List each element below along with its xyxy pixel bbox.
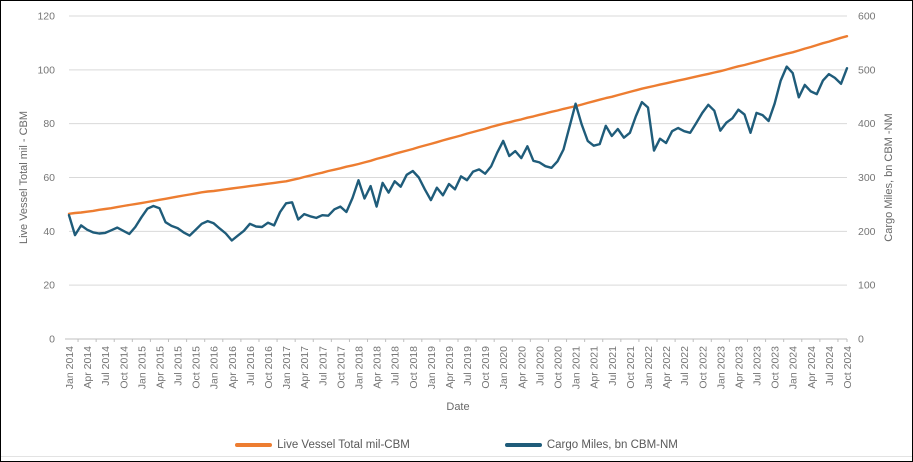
x-axis-tick-label: Jan 2016 [209, 346, 221, 389]
x-axis-tick-label: Jul 2014 [100, 346, 112, 386]
series-live-vessel-total-line [67, 35, 849, 216]
left-axis-tick-label: 100 [37, 64, 55, 76]
left-axis-tick-label: 60 [43, 172, 55, 184]
left-axis-title: Live Vessel Total mil - CBM [18, 111, 30, 244]
right-axis-title: Cargo Miles, bn CBM -NM [883, 113, 895, 241]
x-axis-tick-label: Apr 2021 [589, 346, 601, 389]
x-axis-tick-label: Apr 2018 [372, 346, 384, 389]
left-axis-tick-label: 20 [43, 280, 55, 292]
x-axis-tick-label: Jul 2020 [534, 346, 546, 386]
x-axis-tick-label: Apr 2020 [516, 346, 528, 389]
x-axis-tick-label: Apr 2023 [733, 346, 745, 389]
x-axis-tick-label: Apr 2016 [227, 346, 239, 389]
x-axis-tick-label: Jul 2021 [607, 346, 619, 386]
x-axis-tick-label: Apr 2015 [154, 346, 166, 389]
x-axis-tick-label: Apr 2022 [661, 346, 673, 389]
right-axis-tick-label: 200 [858, 226, 876, 238]
x-axis-tick-label: Jan 2019 [426, 346, 438, 389]
x-axis-tick-label: Oct 2022 [697, 346, 709, 389]
legend: Live Vessel Total mil-CBM Cargo Miles, b… [1, 437, 912, 453]
legend-line-swatch-orange [235, 443, 273, 447]
legend-item-cargo-miles: Cargo Miles, bn CBM-NM [504, 439, 678, 451]
x-axis-tick-label: Oct 2019 [480, 346, 492, 389]
x-axis-tick-label: Jul 2023 [752, 346, 764, 386]
right-axis-tick-label: 400 [858, 118, 876, 130]
x-axis-tick-label: Apr 2017 [299, 346, 311, 389]
right-axis-tick-label: 100 [858, 280, 876, 292]
x-axis-tick-label: Oct 2018 [408, 346, 420, 389]
x-axis-tick-label: Jul 2019 [462, 346, 474, 386]
x-axis-tick-label: Jan 2014 [64, 346, 76, 389]
left-axis-tick-label: 0 [49, 334, 55, 346]
legend-label-cargo-miles: Cargo Miles, bn CBM-NM [546, 439, 678, 451]
right-axis-tick-label: 600 [858, 11, 876, 23]
right-axis-tick-label: 0 [858, 334, 864, 346]
x-axis-tick-label: Jan 2015 [136, 346, 148, 389]
x-axis-tick-label: Apr 2024 [806, 346, 818, 389]
x-axis-title: Date [446, 401, 469, 413]
x-axis-tick-label: Jan 2023 [715, 346, 727, 389]
legend-line-swatch-blue [504, 443, 542, 447]
left-axis-tick-label: 80 [43, 118, 55, 130]
right-axis-tick-label: 500 [858, 64, 876, 76]
x-axis-tick-label: Jul 2018 [390, 346, 402, 386]
legend-item-live-vessel-total: Live Vessel Total mil-CBM [235, 439, 410, 451]
series-cargo-miles-line [67, 65, 849, 242]
x-axis-tick-label: Apr 2014 [82, 346, 94, 389]
x-axis-tick-label: Jan 2024 [788, 346, 800, 389]
x-axis-tick-label: Oct 2016 [263, 346, 275, 389]
x-axis-tick-label: Jul 2016 [245, 346, 257, 386]
x-axis-tick-label: Jan 2018 [353, 346, 365, 389]
x-axis-tick-label: Oct 2023 [770, 346, 782, 389]
x-axis-tick-label: Jul 2017 [317, 346, 329, 386]
left-axis-tick-label: 40 [43, 226, 55, 238]
x-axis-tick-label: Oct 2021 [625, 346, 637, 389]
x-axis-tick-label: Oct 2024 [842, 346, 854, 389]
x-axis-tick-label: Oct 2017 [335, 346, 347, 389]
x-axis-tick-label: Oct 2020 [553, 346, 565, 389]
left-axis-tick-label: 120 [37, 11, 55, 23]
legend-label-live-vessel-total: Live Vessel Total mil-CBM [277, 439, 410, 451]
right-axis-tick-label: 300 [858, 172, 876, 184]
x-axis-tick-label: Jan 2017 [281, 346, 293, 389]
chart-frame-bottom-edge [1, 456, 912, 457]
x-axis-tick-label: Jan 2020 [498, 346, 510, 389]
x-axis-tick-label: Jul 2022 [679, 346, 691, 386]
x-axis-tick-label: Jul 2024 [824, 346, 836, 386]
x-axis-tick-label: Jul 2015 [173, 346, 185, 386]
x-axis-tick-label: Jan 2022 [643, 346, 655, 389]
x-axis-tick-label: Apr 2019 [444, 346, 456, 389]
x-axis-tick-label: Oct 2015 [191, 346, 203, 389]
x-axis-tick-label: Oct 2014 [118, 346, 130, 389]
x-axis-tick-label: Jan 2021 [571, 346, 583, 389]
